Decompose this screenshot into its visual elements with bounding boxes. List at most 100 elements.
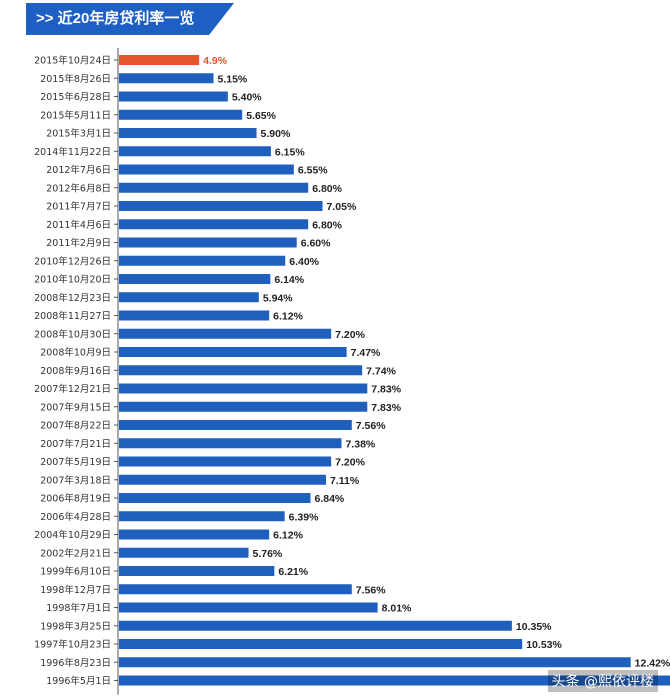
data-bar <box>119 164 294 175</box>
category-label: 2015年3月1日 <box>46 128 111 140</box>
value-label: 7.47% <box>351 347 381 359</box>
category-label: 2008年10月30日 <box>34 328 111 340</box>
value-label: 10.35% <box>516 621 552 633</box>
data-bar <box>119 493 311 503</box>
category-label: 2015年5月11日 <box>40 109 111 121</box>
value-label: 5.40% <box>232 92 262 104</box>
chart-title-banner: >> 近20年房贷利率一览 <box>26 3 234 35</box>
category-label: 2012年7月6日 <box>46 164 111 176</box>
data-bar <box>119 255 286 266</box>
category-label: 2010年12月26日 <box>34 255 111 267</box>
value-label: 5.94% <box>263 292 293 304</box>
value-label: 6.12% <box>273 311 303 323</box>
data-bar <box>119 657 631 668</box>
category-label: 2011年4月6日 <box>46 219 111 231</box>
data-bar <box>119 274 271 284</box>
data-bar <box>119 365 363 376</box>
value-label: 5.15% <box>218 73 248 85</box>
data-bar <box>119 620 512 631</box>
category-label: 2007年7月21日 <box>40 438 111 450</box>
category-label: 2014年11月22日 <box>34 146 111 158</box>
category-label: 2008年10月9日 <box>40 347 111 359</box>
category-label: 2008年12月23日 <box>34 292 111 304</box>
value-label: 5.65% <box>246 110 276 122</box>
category-label: 2007年8月22日 <box>40 420 111 432</box>
category-label: 1997年10月23日 <box>34 639 111 651</box>
value-label: 6.40% <box>289 256 319 268</box>
value-label: 6.80% <box>312 183 342 195</box>
data-bar <box>119 584 352 595</box>
data-bar <box>119 547 249 558</box>
category-label: 2007年3月18日 <box>40 474 111 486</box>
category-label: 2004年10月29日 <box>34 529 111 541</box>
category-label: 2006年8月19日 <box>40 493 111 505</box>
data-bar <box>119 511 285 522</box>
data-bar <box>119 146 271 157</box>
value-label: 7.05% <box>327 201 357 213</box>
value-label: 7.38% <box>345 438 375 450</box>
category-label: 2011年7月7日 <box>46 201 111 213</box>
category-label: 2015年8月26日 <box>40 73 111 85</box>
value-label: 7.83% <box>371 402 401 414</box>
category-label: 1999年6月10日 <box>40 566 111 578</box>
category-label: 2010年10月20日 <box>34 274 111 286</box>
category-label: 2012年6月8日 <box>46 182 111 194</box>
value-label: 7.20% <box>335 329 365 341</box>
category-label: 1998年3月25日 <box>40 620 111 632</box>
category-label: 2006年4月28日 <box>40 511 111 523</box>
data-bar <box>119 474 326 485</box>
data-bar <box>119 310 270 321</box>
value-label: 6.84% <box>314 493 344 505</box>
data-bar <box>119 383 368 394</box>
value-label: 6.39% <box>289 511 319 523</box>
category-label: 2008年11月27日 <box>34 310 111 322</box>
value-label: 7.11% <box>330 475 360 487</box>
data-bar <box>119 201 323 211</box>
data-bar <box>119 292 259 303</box>
value-label: 5.90% <box>261 128 291 140</box>
category-label: 2015年10月24日 <box>34 55 111 67</box>
data-bar <box>119 219 309 230</box>
category-label: 1996年5月1日 <box>46 675 111 687</box>
value-label: 6.14% <box>274 274 304 286</box>
data-bar <box>119 639 523 649</box>
value-label: 7.56% <box>356 584 386 596</box>
category-label: 2007年9月15日 <box>40 401 111 413</box>
category-label: 2007年12月21日 <box>34 383 111 395</box>
category-label: 1996年8月23日 <box>40 657 111 669</box>
value-label: 6.80% <box>312 219 342 231</box>
value-label: 7.56% <box>356 420 386 432</box>
data-bar <box>119 529 270 540</box>
value-label: 7.74% <box>366 365 396 377</box>
data-bar <box>119 401 368 412</box>
data-bar <box>119 237 297 248</box>
value-label: 6.12% <box>273 530 303 542</box>
category-label: 2015年6月28日 <box>40 91 111 103</box>
value-label: 8.01% <box>382 603 412 615</box>
value-label: 12.42% <box>635 657 670 669</box>
data-bar <box>119 602 378 613</box>
value-label: 6.15% <box>275 146 305 158</box>
value-label: 4.9% <box>203 55 228 67</box>
data-bar <box>119 128 257 138</box>
value-label: 7.83% <box>371 384 401 396</box>
data-bar <box>119 109 243 120</box>
data-bar <box>119 438 342 449</box>
highlight-bar <box>119 55 200 65</box>
category-label: 2007年5月19日 <box>40 456 111 468</box>
value-label: 5.76% <box>253 548 283 560</box>
category-label: 2011年2月9日 <box>46 237 111 249</box>
category-label: 1998年7月1日 <box>46 602 111 614</box>
data-bar <box>119 420 352 430</box>
category-label: 2002年2月21日 <box>40 547 111 559</box>
watermark-text: 头条 @熙依评楼 <box>547 670 658 692</box>
category-label: 2008年9月16日 <box>40 365 111 377</box>
data-bar <box>119 91 228 102</box>
value-label: 6.60% <box>301 238 331 250</box>
data-bar <box>119 73 214 84</box>
value-label: 6.21% <box>278 566 308 578</box>
data-bar <box>119 456 332 467</box>
data-bar <box>119 566 275 576</box>
data-bar <box>119 328 332 339</box>
